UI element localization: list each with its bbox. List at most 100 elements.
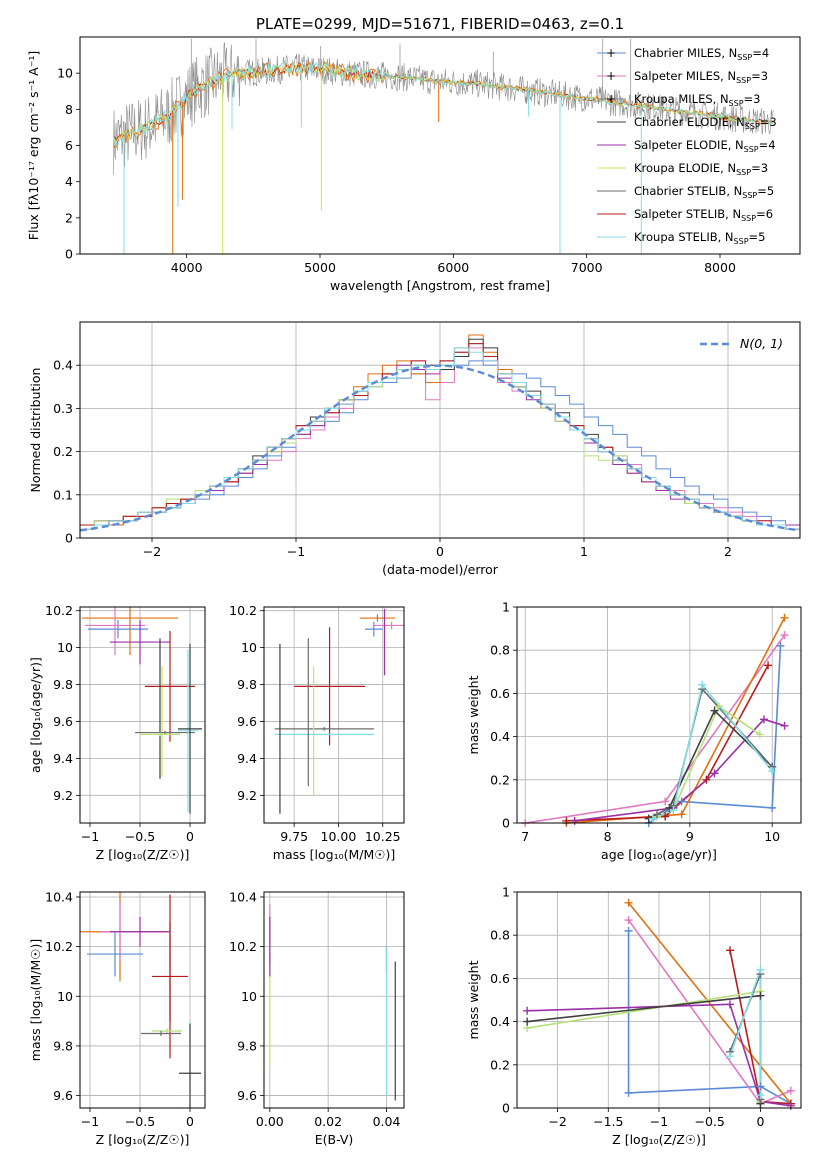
weight-point-marker	[710, 769, 719, 778]
legend-label-text: Kroupa STELIB, N	[634, 230, 734, 244]
weight-point-marker	[677, 797, 686, 806]
y-tick-label: 9.8	[53, 1038, 73, 1053]
x-tick-label: 1	[580, 544, 588, 559]
y-tick-label: 0	[65, 531, 73, 546]
weight-point-marker	[714, 702, 723, 711]
x-tick-label: 0	[756, 1114, 764, 1129]
plot-area	[517, 892, 801, 1108]
weight-point-marker	[759, 715, 768, 724]
axes-frame	[79, 891, 206, 1109]
legend-label-tail: =3	[744, 92, 761, 106]
weight-point-marker	[786, 1101, 795, 1110]
weight-point-marker	[786, 1086, 795, 1095]
axes-frame	[79, 36, 801, 255]
legend-label: Chabrier ELODIE, NSSP=3	[634, 115, 777, 131]
weight-point-marker	[726, 1052, 734, 1061]
weight-point-marker	[780, 631, 789, 640]
y-tick-label: 10	[57, 66, 73, 81]
y-tick-label: 8	[65, 102, 73, 117]
weight-point-marker	[624, 916, 633, 925]
axes-frame	[516, 891, 802, 1109]
legend-label-sub: SSP	[744, 145, 759, 154]
x-tick-label: −0.5	[125, 829, 155, 844]
axes-frame	[79, 321, 801, 539]
x-tick-label: 2	[724, 544, 732, 559]
x-tick-label: 0.02	[314, 1114, 342, 1129]
weight-point-marker	[756, 965, 765, 974]
x-tick-label: 8	[604, 829, 612, 844]
legend-label: Chabrier MILES, NSSP=4	[634, 46, 769, 62]
panel-spectrum: 4000 5000 6000 7000 8000 0 2 4 6 8 10 wavelength [A…	[26, 36, 801, 293]
x-tick-label: 10.25	[365, 829, 401, 844]
y-tick-label: 0.4	[53, 358, 73, 373]
x-axis-label: mass [log₁₀(M/M☉)]	[273, 847, 395, 862]
y-axis-label: mass weight	[466, 675, 481, 754]
y-tick-label: 10	[57, 989, 73, 1004]
plot-area	[80, 607, 205, 823]
y-tick-label: 9.6	[237, 1088, 257, 1103]
legend-label-sub: SSP	[736, 76, 751, 85]
weight-point-marker	[768, 803, 777, 812]
x-tick-label: −2	[143, 544, 161, 559]
legend-label-tail: =3	[751, 161, 768, 175]
plot-area	[80, 322, 800, 538]
y-tick-label: 10	[241, 989, 257, 1004]
y-tick-label: 0	[502, 816, 510, 831]
y-tick-label: 0.4	[490, 1014, 510, 1029]
y-tick-label: 6	[65, 138, 73, 153]
weight-point-marker	[523, 1006, 532, 1015]
legend-label-sub: SSP	[737, 53, 752, 62]
y-tick-label: 0.4	[490, 729, 510, 744]
x-tick-label: 10.00	[321, 829, 357, 844]
legend-label-tail: =3	[760, 115, 777, 129]
y-tick-label: 0.2	[490, 772, 510, 787]
y-tick-label: 9.8	[237, 677, 257, 692]
weight-point-marker	[698, 680, 707, 689]
x-axis-label: Z [log₁₀(Z/Z☉)]	[612, 1132, 706, 1147]
legend-label-tail: =3	[751, 69, 768, 83]
weight-point-marker	[562, 816, 571, 825]
x-tick-label: 9.75	[280, 829, 308, 844]
plot-area	[112, 38, 774, 254]
panel-age_vs_mass: 9.75 10.00 10.25 9.2 9.4 9.6 9.8 10 10.2 mass [lo…	[229, 603, 405, 862]
legend-label: Chabrier STELIB, NSSP=5	[634, 184, 774, 200]
weight-point-marker	[710, 706, 719, 715]
x-tick-label: −0.5	[125, 1114, 155, 1129]
weight-point-marker	[669, 806, 678, 815]
legend-label: Salpeter MILES, NSSP=3	[634, 69, 768, 85]
legend-label-tail: =5	[749, 230, 766, 244]
x-tick-label: 7	[521, 829, 529, 844]
y-tick-label: 0.2	[490, 1057, 510, 1072]
legend-label: N(0, 1)	[740, 336, 783, 351]
panel-weight_vs_Z: −2 −1.5 −1 −0.5 0 0 0.2 0.4 0.6 0.8 1 Z [log₁₀(Z/Z☉…	[466, 885, 802, 1147]
y-tick-label: 9.8	[53, 677, 73, 692]
legend-label-tail: =5	[757, 184, 774, 198]
panel-mass_vs_ebv: 0.00 0.02 0.04 9.6 9.8 10 10.2 10.4 E(B-V)	[229, 889, 405, 1147]
plot-area	[264, 892, 404, 1108]
y-tick-label: 0	[502, 1101, 510, 1116]
spectrum-model-line	[112, 61, 773, 146]
y-tick-label: 10.2	[229, 939, 257, 954]
weight-point-marker	[624, 1088, 633, 1097]
weight-point-marker	[661, 797, 670, 806]
y-tick-label: 9.8	[237, 1038, 257, 1053]
weight-point-marker	[768, 767, 777, 776]
y-tick-label: 1	[502, 885, 510, 900]
legend-label-text: Salpeter MILES, N	[634, 69, 736, 83]
y-tick-label: 9.2	[237, 788, 257, 803]
x-axis-label: Z [log₁₀(Z/Z☉)]	[96, 1132, 190, 1147]
weight-point-marker	[756, 1082, 765, 1091]
y-tick-label: 0.8	[490, 928, 510, 943]
legend-label-tail: =6	[756, 207, 773, 221]
weight-series-line	[574, 718, 785, 822]
y-tick-label: 0.1	[53, 487, 73, 502]
legend-label-tail: =4	[759, 138, 776, 152]
plot-area	[517, 607, 801, 823]
y-tick-label: 9.6	[237, 714, 257, 729]
weight-point-marker	[776, 641, 785, 650]
y-tick-label: 10	[57, 640, 73, 655]
panel-weight_vs_age: 7 8 9 10 0 0.2 0.4 0.6 0.8 1 age [log₁₀(age/yr)] ma…	[466, 600, 802, 862]
x-tick-label: 8000	[704, 260, 736, 275]
y-axis-label: Normed distribution	[28, 368, 43, 493]
